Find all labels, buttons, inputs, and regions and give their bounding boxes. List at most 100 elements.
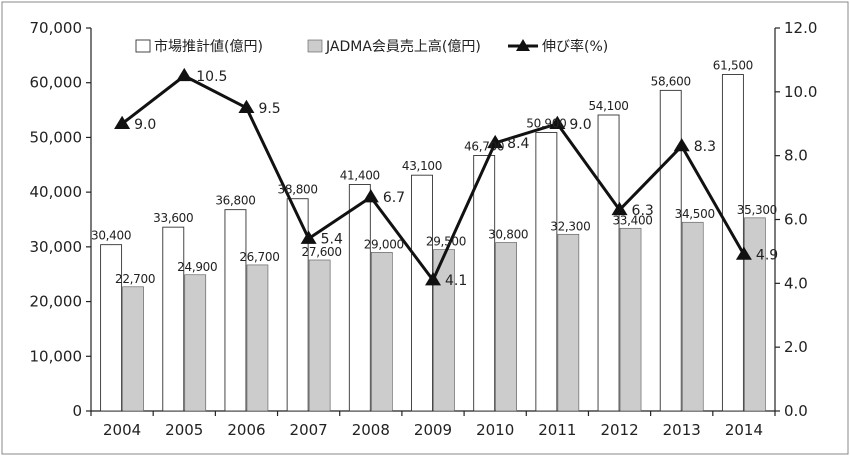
growth-rate-label: 8.4 bbox=[507, 136, 529, 152]
bar-jadma-sales bbox=[495, 242, 517, 412]
growth-rate-marker bbox=[238, 99, 255, 113]
left-y-tick-label: 30,000 bbox=[30, 238, 83, 256]
x-tick-label: 2012 bbox=[600, 421, 638, 439]
growth-rate-label: 9.5 bbox=[258, 101, 280, 117]
bar-jadma-sales bbox=[744, 217, 766, 412]
bar-label-market-estimate: 36,800 bbox=[215, 194, 255, 208]
legend-marker-growth-rate bbox=[516, 39, 530, 51]
bar-market-estimate bbox=[162, 226, 185, 412]
right-y-tick-label: 2.0 bbox=[784, 338, 808, 356]
bar-label-jadma-sales: 29,500 bbox=[426, 235, 466, 249]
growth-rate-label: 9.0 bbox=[569, 117, 591, 133]
growth-rate-marker bbox=[300, 230, 317, 244]
bar-label-jadma-sales: 24,900 bbox=[177, 260, 217, 274]
bar-label-jadma-sales: 35,300 bbox=[737, 203, 777, 217]
x-tick-label: 2006 bbox=[227, 421, 265, 439]
growth-rate-label: 6.3 bbox=[632, 203, 654, 219]
bar-label-market-estimate: 38,800 bbox=[278, 183, 318, 197]
bar-label-jadma-sales: 32,300 bbox=[550, 219, 590, 233]
left-y-tick-label: 20,000 bbox=[30, 293, 83, 311]
left-y-tick-label: 40,000 bbox=[30, 183, 83, 201]
growth-rate-marker bbox=[487, 134, 504, 149]
bar-label-market-estimate: 54,100 bbox=[588, 99, 628, 113]
growth-rate-marker bbox=[362, 189, 379, 203]
bar-jadma-sales bbox=[619, 227, 642, 412]
bar-label-market-estimate: 41,400 bbox=[340, 168, 380, 182]
x-tick-label: 2014 bbox=[725, 421, 763, 439]
bar-jadma-sales bbox=[371, 252, 393, 412]
legend-swatch-market-estimate bbox=[135, 39, 151, 53]
bar-jadma-sales bbox=[122, 286, 144, 412]
growth-rate-label: 10.5 bbox=[196, 69, 227, 85]
growth-rate-label: 6.7 bbox=[383, 190, 405, 206]
growth-rate-label: 9.0 bbox=[134, 117, 156, 133]
legend-label-growth-rate: 伸び率(%) bbox=[542, 38, 608, 55]
growth-rate-label: 4.9 bbox=[756, 248, 778, 264]
legend-label-jadma-sales: JADMA会員売上高(億円) bbox=[325, 38, 481, 55]
bar-label-jadma-sales: 29,000 bbox=[364, 237, 404, 251]
bar-jadma-sales bbox=[184, 274, 207, 412]
right-y-tick-label: 4.0 bbox=[784, 274, 808, 292]
bar-label-market-estimate: 33,600 bbox=[153, 211, 193, 225]
x-tick-label: 2013 bbox=[663, 421, 701, 439]
bar-label-market-estimate: 43,100 bbox=[402, 159, 442, 173]
x-tick-label: 2005 bbox=[165, 421, 203, 439]
growth-rate-marker bbox=[425, 272, 441, 286]
x-tick-label: 2010 bbox=[476, 421, 514, 439]
bar-label-jadma-sales: 26,700 bbox=[239, 250, 279, 264]
right-y-tick-label: 10.0 bbox=[784, 83, 817, 101]
bar-label-jadma-sales: 30,800 bbox=[488, 227, 528, 241]
x-tick-label: 2011 bbox=[538, 421, 576, 439]
bar-market-estimate bbox=[535, 132, 558, 412]
bar-label-market-estimate: 46,700 bbox=[464, 139, 504, 153]
bar-market-estimate bbox=[597, 114, 620, 412]
growth-rate-label: 5.4 bbox=[321, 232, 343, 248]
right-y-tick-label: 8.0 bbox=[784, 147, 808, 165]
legend: 市場推計値(億円) JADMA会員売上高(億円) 伸び率(%) bbox=[135, 38, 608, 55]
bar-label-market-estimate: 50,900 bbox=[526, 117, 566, 131]
bar-jadma-sales bbox=[433, 249, 455, 412]
growth-rate-marker bbox=[673, 138, 690, 152]
left-y-tick-label: 60,000 bbox=[30, 74, 83, 92]
bar-label-market-estimate: 30,400 bbox=[91, 229, 131, 243]
left-y-tick-label: 70,000 bbox=[30, 19, 83, 37]
bar-label-jadma-sales: 27,600 bbox=[302, 245, 342, 259]
growth-rate-label: 8.3 bbox=[694, 139, 716, 155]
left-y-tick-label: 50,000 bbox=[30, 128, 83, 146]
left-y-tick-label: 0 bbox=[72, 402, 82, 420]
bar-market-estimate bbox=[348, 184, 371, 412]
bar-market-estimate bbox=[721, 74, 744, 412]
growth-rate-label: 4.1 bbox=[445, 273, 467, 289]
right-y-tick-label: 6.0 bbox=[784, 211, 808, 229]
x-tick-label: 2008 bbox=[352, 421, 390, 439]
bar-market-estimate bbox=[286, 198, 309, 412]
legend-label-market-estimate: 市場推計値(億円) bbox=[154, 38, 263, 55]
left-y-tick-label: 10,000 bbox=[30, 347, 83, 365]
right-y-tick-label: 0.0 bbox=[784, 402, 808, 420]
bar-jadma-sales bbox=[308, 259, 331, 412]
bar-label-jadma-sales: 34,500 bbox=[675, 207, 715, 221]
growth-rate-marker bbox=[735, 246, 752, 260]
growth-rate-marker bbox=[611, 201, 628, 216]
bar-jadma-sales bbox=[557, 233, 580, 412]
growth-rate-marker bbox=[176, 67, 193, 82]
bar-market-estimate bbox=[411, 174, 433, 412]
right-y-tick-label: 12.0 bbox=[784, 19, 817, 37]
growth-rate-line bbox=[114, 67, 752, 286]
x-tick-label: 2007 bbox=[290, 421, 328, 439]
growth-rate-marker bbox=[549, 115, 566, 129]
bar-market-estimate bbox=[659, 89, 682, 412]
bar-label-jadma-sales: 22,700 bbox=[115, 272, 155, 286]
bar-jadma-sales bbox=[681, 221, 704, 412]
bar-jadma-sales bbox=[246, 264, 269, 412]
bar-label-jadma-sales: 33,400 bbox=[612, 213, 652, 227]
data-labels: 30,400 22,700 33,600 24,900 36,800 26,700 38,8… bbox=[91, 59, 778, 290]
bar-market-estimate bbox=[100, 244, 123, 412]
growth-rate-marker bbox=[114, 115, 131, 129]
x-tick-label: 2004 bbox=[103, 421, 141, 439]
bar-label-market-estimate: 61,500 bbox=[713, 59, 753, 73]
bar-market-estimate bbox=[224, 209, 247, 412]
